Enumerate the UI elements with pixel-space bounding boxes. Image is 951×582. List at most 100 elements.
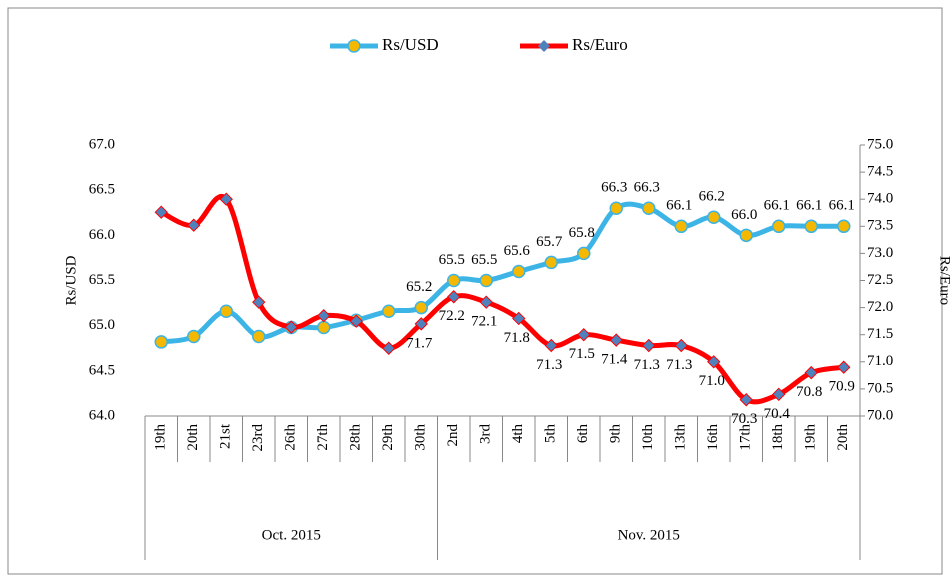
- marker: [252, 295, 266, 309]
- marker: [674, 219, 688, 234]
- x-tick-label: 28th: [348, 424, 364, 451]
- marker: [674, 338, 688, 353]
- marker: [772, 219, 786, 234]
- marker: [479, 273, 493, 288]
- data-label: 70.3: [731, 411, 757, 427]
- y-axis-title: Rs/USD: [63, 255, 79, 305]
- data-label: 72.1: [471, 314, 497, 330]
- marker: [577, 327, 591, 342]
- x-tick-label: 3rd: [478, 424, 494, 444]
- y2-tick-label: 73.0: [867, 245, 893, 261]
- marker: [837, 219, 851, 234]
- marker: [154, 205, 168, 219]
- x-tick-label: 19th: [153, 424, 169, 451]
- data-label: 71.3: [666, 357, 692, 373]
- marker: [479, 295, 493, 309]
- data-label: 66.1: [796, 198, 822, 214]
- y-tick-label: 65.0: [89, 317, 115, 333]
- marker: [447, 290, 461, 304]
- x-tick-label: 9th: [608, 424, 624, 444]
- marker: [154, 335, 168, 349]
- marker: [707, 355, 721, 369]
- y2-tick-label: 73.5: [867, 218, 893, 234]
- marker: [219, 192, 233, 206]
- data-label: 65.7: [536, 234, 563, 250]
- data-label: 70.9: [829, 379, 855, 395]
- y2-tick-label: 75.0: [867, 136, 893, 152]
- x-tick-label: 16th: [705, 424, 721, 451]
- marker: [382, 341, 396, 355]
- marker: [739, 228, 753, 243]
- data-label: 66.1: [666, 198, 692, 214]
- y-tick-label: 66.5: [89, 182, 115, 198]
- data-label: 66.1: [829, 198, 855, 214]
- marker: [414, 317, 428, 331]
- marker: [382, 304, 396, 318]
- y-tick-label: 65.5: [89, 272, 115, 288]
- group-label: Nov. 2015: [618, 527, 680, 543]
- x-tick-label: 10th: [640, 424, 656, 451]
- y2-axis-title: Rs/Euro: [937, 256, 951, 305]
- data-label: 65.5: [471, 252, 497, 268]
- data-label: 66.3: [601, 180, 627, 196]
- data-label: 71.4: [601, 352, 628, 368]
- data-label: 66.2: [699, 189, 725, 205]
- data-label: 70.8: [796, 384, 822, 400]
- data-label: 71.3: [536, 357, 562, 373]
- marker: [772, 387, 786, 402]
- y2-tick-label: 71.5: [867, 326, 893, 342]
- y2-tick-label: 74.0: [867, 191, 893, 207]
- data-label: 71.3: [634, 357, 660, 373]
- data-label: 65.2: [406, 279, 432, 295]
- legend-label: Rs/Euro: [572, 35, 628, 54]
- marker: [349, 314, 363, 328]
- series-line: [160, 201, 844, 345]
- data-label: 65.8: [569, 225, 595, 241]
- x-tick-label: 13th: [673, 424, 689, 451]
- chart-border: [7, 7, 943, 575]
- x-tick-label: 27th: [315, 424, 331, 451]
- x-tick-label: 6th: [575, 424, 591, 444]
- marker: [512, 311, 526, 326]
- y-tick-label: 64.0: [89, 407, 115, 423]
- x-tick-label: 4th: [510, 424, 526, 444]
- marker: [739, 393, 753, 407]
- marker: [187, 329, 201, 344]
- y2-tick-label: 70.5: [867, 380, 893, 396]
- marker: [447, 273, 461, 288]
- y2-tick-label: 74.5: [867, 164, 893, 180]
- data-label: 71.0: [699, 373, 725, 389]
- marker: [804, 365, 818, 380]
- data-label: 65.5: [439, 252, 465, 268]
- data-label: 71.8: [504, 330, 530, 346]
- x-tick-label: 20th: [185, 424, 201, 451]
- series-line: [160, 194, 845, 405]
- y-tick-label: 64.5: [89, 362, 115, 378]
- marker: [609, 201, 623, 215]
- marker: [414, 300, 428, 315]
- y-tick-label: 67.0: [89, 136, 115, 152]
- marker: [577, 246, 591, 261]
- legend-marker: [538, 40, 550, 52]
- legend-label: Rs/USD: [382, 35, 439, 54]
- marker: [284, 320, 298, 334]
- marker: [544, 338, 558, 353]
- marker: [837, 360, 851, 374]
- marker: [804, 219, 818, 234]
- y2-tick-label: 71.0: [867, 353, 893, 369]
- marker: [219, 304, 233, 318]
- x-tick-label: 26th: [283, 424, 299, 451]
- marker: [317, 320, 331, 335]
- data-label: 71.7: [406, 335, 433, 351]
- x-tick-label: 5th: [543, 424, 559, 444]
- y2-tick-label: 72.5: [867, 272, 893, 288]
- data-label: 66.1: [764, 198, 790, 214]
- x-tick-label: 17th: [738, 424, 754, 451]
- marker: [512, 264, 526, 279]
- x-tick-label: 30th: [413, 424, 429, 451]
- marker: [642, 338, 656, 353]
- marker: [707, 210, 721, 225]
- data-label: 71.5: [569, 346, 595, 362]
